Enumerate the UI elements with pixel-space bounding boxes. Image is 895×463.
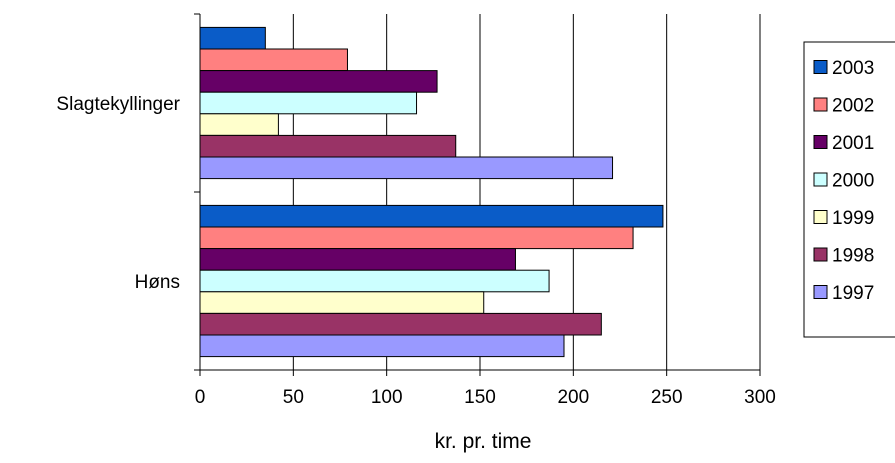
x-tick-labels: 0 50 100 150 200 250 300 [195, 387, 776, 408]
legend-swatch [813, 172, 828, 187]
bar-2001 [199, 70, 438, 93]
legend: 2003 2002 2001 2000 1999 1998 1997 [803, 41, 895, 338]
bar-2002 [199, 48, 348, 72]
bar-1998 [199, 312, 602, 336]
x-tick-label: 0 [195, 387, 206, 408]
category-labels: Slagtekyllinger Høns [56, 94, 180, 293]
bar-1999 [199, 113, 279, 136]
category-label: Slagtekyllinger [56, 94, 180, 115]
legend-label: 2002 [832, 96, 874, 117]
axes [194, 13, 761, 376]
x-tick-label: 200 [557, 387, 589, 408]
bar-2000 [199, 269, 550, 293]
x-tick-label: 50 [283, 387, 304, 408]
bar-1998 [199, 134, 457, 158]
legend-swatch [813, 135, 828, 149]
x-tick-label: 250 [651, 387, 683, 408]
bar-2002 [199, 226, 634, 250]
x-axis-title: kr. pr. time [435, 430, 532, 453]
bar-2003 [199, 26, 266, 50]
bars [199, 26, 664, 358]
x-tick-label: 300 [744, 387, 776, 408]
legend-label: 2001 [832, 133, 874, 154]
legend-swatch [813, 97, 828, 112]
legend-swatch [813, 285, 828, 299]
bar-2001 [199, 248, 516, 271]
category-label: Høns [135, 272, 180, 293]
bar-2000 [199, 91, 418, 115]
legend-label: 2000 [832, 171, 874, 192]
legend-swatch [813, 247, 828, 262]
bar-1999 [199, 291, 485, 314]
legend-label: 1997 [832, 283, 874, 304]
x-tick-label: 150 [464, 387, 496, 408]
legend-swatch [813, 210, 828, 224]
legend-label: 1999 [832, 208, 874, 229]
x-tick-label: 100 [371, 387, 403, 408]
bar-1997 [199, 156, 614, 180]
bar-1997 [199, 334, 565, 358]
legend-label: 1998 [832, 246, 874, 267]
legend-swatch [813, 60, 828, 74]
bar-2003 [199, 204, 664, 228]
legend-label: 2003 [832, 58, 874, 79]
